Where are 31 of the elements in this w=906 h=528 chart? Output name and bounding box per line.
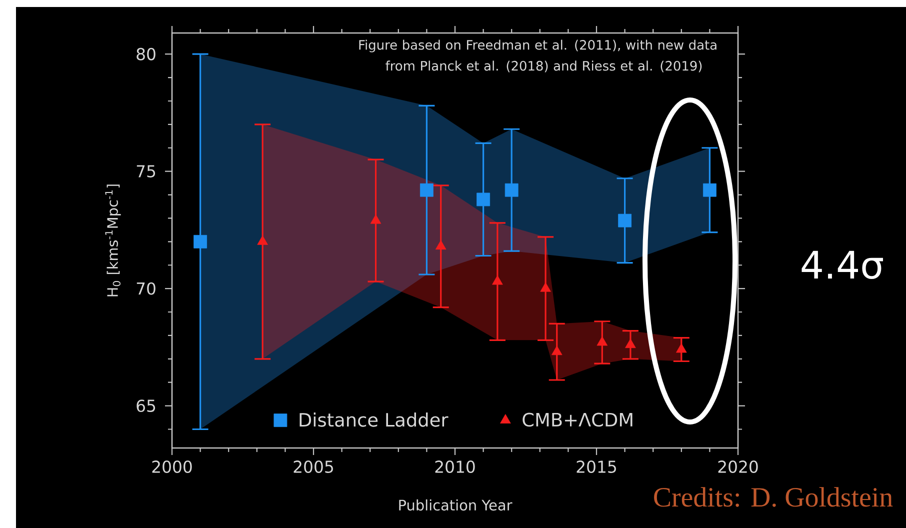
x-tick-label: 2005 [294,460,333,473]
point [476,192,490,206]
point [492,275,503,285]
point [194,234,207,248]
x-tick-label: 2020 [718,460,758,473]
point [703,183,716,197]
point [596,336,608,346]
point [370,214,382,224]
x-axis-title: Publication Year [399,499,512,511]
point [435,240,446,250]
y-tick-label: 65 [136,400,156,412]
point [618,214,632,228]
legend-label: Distance Ladder [300,412,448,427]
x-tick-label: 2010 [435,460,475,473]
point [420,183,434,197]
y-axis-title: H$_{0}$ [kms$^{-1}$Mpc$^{-1}$] [105,184,121,296]
y-tick-label: 70 [136,282,156,295]
point [504,183,518,197]
point [625,338,636,348]
point [676,343,687,353]
text: Credits: D. Goldstein [654,487,893,507]
legend-label: CMB+ΛCDM [522,412,632,427]
point [551,346,562,356]
point [540,282,551,292]
x-tick-label: 2015 [576,460,616,473]
text: 4.4σ [802,250,883,280]
y-tick-label: 80 [136,48,156,60]
y-tick-label: 75 [136,165,156,178]
x-tick-label: 2000 [152,460,192,473]
annotation: Figure based on Freedman et al. (2011), with new data from Planck et al. (2018) and Riess et al. (2019) [359,40,716,72]
point [257,235,268,245]
